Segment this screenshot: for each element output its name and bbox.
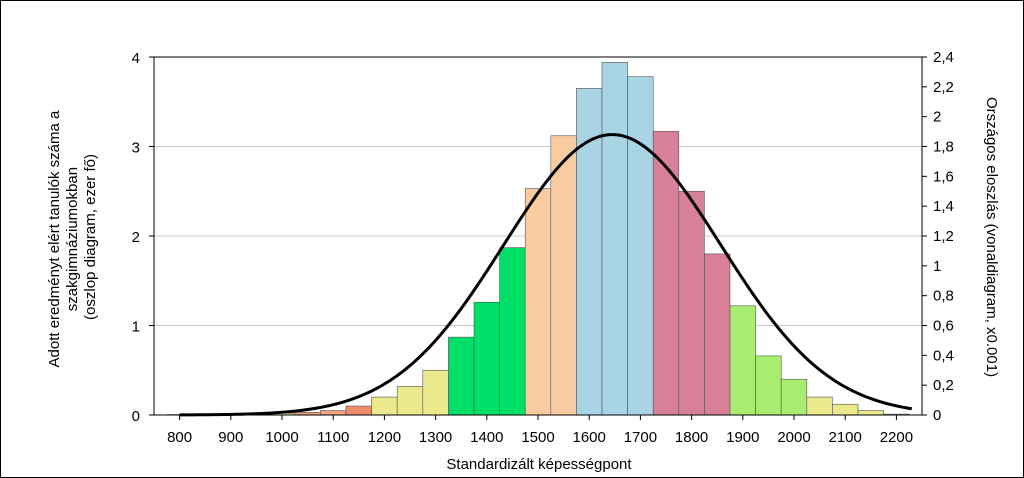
x-tick-label: 1700 <box>624 429 657 446</box>
left-y-axis-title-line-1: Adott eredményt elért tanulók száma a <box>46 110 63 367</box>
histogram-bar <box>755 355 782 416</box>
histogram-bar <box>729 305 756 416</box>
histogram-bar <box>345 405 372 416</box>
histogram-bar <box>652 130 680 416</box>
left-y-tick-label: 1 <box>132 319 140 336</box>
x-tick-label: 800 <box>167 429 192 446</box>
distribution-curve <box>179 133 913 417</box>
histogram-bar <box>780 378 808 416</box>
left-y-axis-title-line-2: szakgimnáziumokban <box>64 167 81 311</box>
right-y-tick-label: 0 <box>933 407 941 424</box>
histogram-bar <box>857 410 884 416</box>
histogram-bar <box>704 253 731 416</box>
histogram-bar <box>601 62 628 416</box>
x-tick-label: 1200 <box>368 429 401 446</box>
right-y-tick-label: 1,2 <box>933 228 954 245</box>
histogram-bar <box>448 336 475 416</box>
right-y-tick-label: 0,8 <box>933 288 954 305</box>
x-tick-label: 1000 <box>265 429 298 446</box>
x-tick-label: 2000 <box>777 429 810 446</box>
right-y-tick-labels: 0 0,2 0,4 0,6 0,8 1 1,2 1,4 1,6 1,8 2 2,2 2,4 <box>933 49 954 424</box>
right-y-tick-label: 2 <box>933 109 941 126</box>
x-tick-label: 1400 <box>470 429 503 446</box>
right-y-tick-label: 0,4 <box>933 347 954 364</box>
x-tick-labels: 800 900 1000 1100 1200 1300 1400 1500 1600 1700 18… <box>167 429 913 446</box>
histogram-bar <box>806 396 833 416</box>
left-y-tick-label: 3 <box>132 140 140 157</box>
x-tick-label: 900 <box>218 429 243 446</box>
left-y-tick-label: 2 <box>132 229 140 246</box>
right-y-tick-label: 1,4 <box>933 198 954 215</box>
left-y-tick-label: 0 <box>132 408 140 425</box>
right-y-tick-label: 0,2 <box>933 377 954 394</box>
histogram-bar <box>396 386 424 416</box>
histogram-bar <box>371 396 398 416</box>
bar-series <box>166 62 910 416</box>
left-y-axis-title-line-3: (oszlop diagram, ezer fő) <box>82 154 99 320</box>
histogram-bar <box>422 369 449 416</box>
right-y-tick-label: 1,6 <box>933 168 954 185</box>
right-y-tick-label: 2,4 <box>933 49 954 66</box>
histogram-bar <box>627 76 654 416</box>
histogram-bar <box>678 190 705 416</box>
x-tick-label: 2100 <box>829 429 862 446</box>
right-y-tick-label: 1,8 <box>933 139 954 156</box>
x-tick-label: 1100 <box>317 429 349 446</box>
histogram-bar <box>320 410 347 416</box>
right-y-tick-label: 1 <box>933 258 941 275</box>
x-tick-label: 2200 <box>880 429 913 446</box>
right-y-tick-label: 0,6 <box>933 318 954 335</box>
histogram-bar <box>499 247 526 416</box>
distribution-curve-group <box>179 133 913 417</box>
x-tick-label: 1300 <box>419 429 452 446</box>
left-y-axis-title: Adott eredményt elért tanulók száma a sz… <box>46 107 99 368</box>
histogram-bar <box>832 403 859 416</box>
left-y-tick-label: 4 <box>132 50 140 67</box>
ticks <box>149 56 927 420</box>
x-tick-label: 1600 <box>573 429 606 446</box>
right-y-axis-title: Országos eloszlás (vonaldiagram, x0.001) <box>983 97 1000 377</box>
histogram-bar <box>473 301 500 416</box>
x-tick-label: 1900 <box>726 429 759 446</box>
x-axis-title: Standardizált képességpont <box>446 456 632 473</box>
histogram-bar <box>550 135 577 416</box>
histogram-bar <box>524 188 552 416</box>
right-y-tick-label: 2,2 <box>933 79 954 96</box>
left-y-tick-labels: 0 1 2 3 4 <box>132 50 140 425</box>
x-tick-label: 1500 <box>521 429 554 446</box>
x-tick-label: 1800 <box>675 429 708 446</box>
